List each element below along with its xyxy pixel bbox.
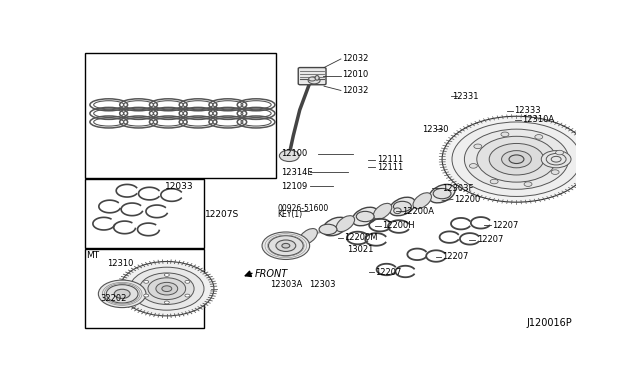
Circle shape [99, 280, 146, 308]
Circle shape [474, 144, 482, 149]
Text: KEY(1): KEY(1) [277, 210, 303, 219]
Text: 12303A: 12303A [269, 280, 302, 289]
Text: 12207S: 12207S [205, 210, 239, 219]
Text: 12207: 12207 [477, 235, 503, 244]
Text: 12111: 12111 [376, 163, 403, 172]
Circle shape [394, 201, 412, 212]
Circle shape [282, 243, 290, 248]
Text: 12310A: 12310A [522, 115, 554, 124]
Ellipse shape [315, 76, 319, 80]
Circle shape [164, 301, 169, 304]
Circle shape [319, 224, 337, 235]
Circle shape [185, 280, 190, 283]
Circle shape [144, 294, 148, 297]
Text: FRONT: FRONT [255, 269, 288, 279]
Text: 12314E: 12314E [281, 168, 312, 177]
Ellipse shape [429, 185, 455, 203]
Text: 00926-51600: 00926-51600 [277, 204, 329, 213]
Text: 12200A: 12200A [403, 207, 435, 216]
Circle shape [556, 150, 564, 155]
Circle shape [509, 155, 524, 164]
Text: 12303F: 12303F [442, 184, 474, 193]
Text: 12333: 12333 [514, 106, 541, 115]
Text: 12200M: 12200M [344, 234, 378, 243]
Circle shape [465, 129, 568, 189]
Circle shape [120, 262, 214, 316]
Ellipse shape [394, 208, 401, 214]
Ellipse shape [352, 207, 378, 226]
Text: 12310: 12310 [108, 259, 134, 268]
Ellipse shape [336, 216, 355, 232]
Circle shape [185, 294, 190, 297]
Circle shape [130, 267, 204, 310]
Circle shape [501, 132, 509, 137]
Circle shape [469, 164, 477, 168]
Circle shape [276, 240, 296, 251]
Circle shape [502, 151, 531, 168]
Circle shape [551, 156, 561, 162]
Text: 12207: 12207 [492, 221, 518, 230]
Circle shape [356, 211, 374, 222]
Text: 32202: 32202 [100, 294, 126, 303]
Text: 12330: 12330 [422, 125, 449, 134]
Ellipse shape [389, 197, 415, 216]
Circle shape [547, 154, 566, 165]
Circle shape [477, 136, 556, 182]
Circle shape [162, 286, 172, 292]
Circle shape [442, 116, 591, 202]
Circle shape [280, 150, 300, 161]
Text: 12207: 12207 [375, 268, 401, 277]
Circle shape [452, 122, 581, 196]
Text: 12200: 12200 [454, 195, 481, 204]
Circle shape [433, 189, 451, 199]
Text: 12331: 12331 [452, 92, 479, 101]
Ellipse shape [373, 203, 392, 219]
Text: J120016P: J120016P [526, 318, 572, 328]
Circle shape [541, 151, 571, 168]
Text: 12100: 12100 [281, 149, 307, 158]
Text: 12303: 12303 [308, 280, 335, 289]
Text: 12109: 12109 [281, 182, 307, 191]
Circle shape [551, 170, 559, 174]
Circle shape [148, 278, 186, 299]
Text: 12033: 12033 [165, 182, 193, 191]
Ellipse shape [323, 217, 348, 236]
Text: 13021: 13021 [347, 245, 373, 254]
Text: 12200H: 12200H [383, 221, 415, 230]
Circle shape [156, 282, 178, 295]
Ellipse shape [413, 193, 431, 209]
Text: 12032: 12032 [342, 86, 368, 95]
Circle shape [164, 273, 169, 276]
Circle shape [489, 144, 544, 175]
Text: MT: MT [86, 251, 100, 260]
Circle shape [308, 77, 316, 81]
Circle shape [490, 179, 498, 184]
Bar [85, 250, 204, 328]
Bar [85, 53, 276, 178]
Ellipse shape [299, 228, 317, 244]
FancyBboxPatch shape [298, 68, 326, 85]
Text: 12111: 12111 [376, 155, 403, 164]
Circle shape [280, 238, 297, 248]
Circle shape [308, 77, 320, 84]
Text: 12207: 12207 [442, 252, 468, 261]
Circle shape [262, 232, 310, 260]
Circle shape [140, 273, 194, 304]
Circle shape [524, 182, 532, 186]
Text: 12032: 12032 [342, 54, 368, 64]
Text: 12010: 12010 [342, 70, 368, 79]
Circle shape [535, 135, 543, 139]
Circle shape [269, 236, 303, 256]
Circle shape [114, 289, 130, 298]
Circle shape [106, 285, 138, 303]
Circle shape [144, 280, 148, 283]
Bar [85, 179, 204, 248]
